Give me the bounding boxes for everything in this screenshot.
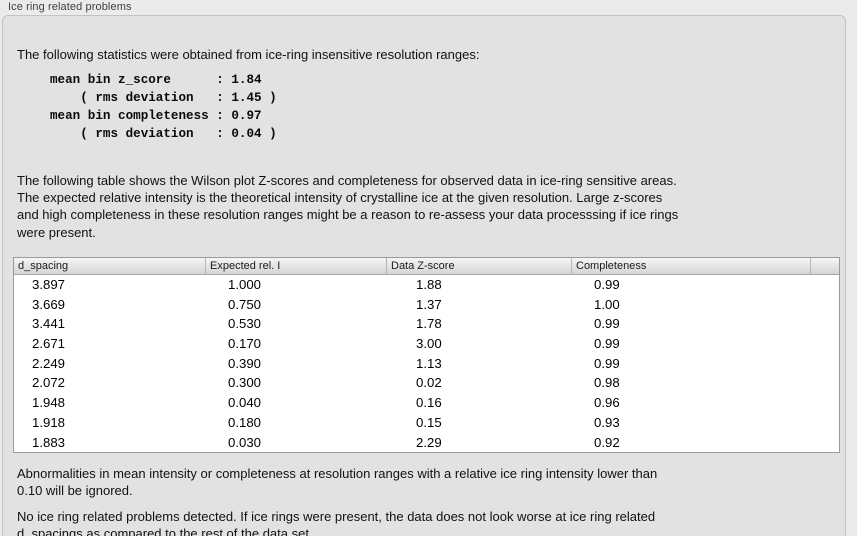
table-cell: 0.16	[416, 395, 442, 411]
table-cell: 1.000	[228, 277, 262, 292]
table-cell: 3.669	[32, 296, 66, 312]
table-cell: 2.671	[32, 336, 66, 352]
table-cell: 0.96	[594, 395, 620, 411]
table-cell: 0.92	[594, 434, 620, 450]
table-cell: 0.99	[594, 277, 620, 292]
table-cell: 1.78	[416, 316, 442, 332]
table-cell: 0.93	[594, 414, 620, 430]
table-row[interactable]: 2.671 0.170 3.00 0.99	[14, 334, 839, 354]
panel-title: Ice ring related problems	[8, 1, 132, 13]
table-cell: 3.00	[416, 336, 442, 352]
table-cell: 0.030	[228, 434, 262, 450]
table-row[interactable]: 2.249 0.390 1.13 0.99	[14, 354, 839, 374]
conclusion-text: No ice ring related problems detected. I…	[17, 509, 656, 536]
table-cell: 1.13	[416, 355, 442, 371]
table-cell: 2.072	[32, 375, 66, 391]
intro-text: The following statistics were obtained f…	[17, 47, 480, 62]
column-header-d-spacing[interactable]: d_spacing	[14, 258, 206, 274]
table-cell: 1.918	[32, 414, 66, 430]
table-cell: 0.390	[228, 355, 262, 371]
table-row[interactable]: 1.948 0.040 0.16 0.96	[14, 393, 839, 413]
table-row[interactable]: 1.883 0.030 2.29 0.92	[14, 433, 839, 453]
table-cell: 3.897	[32, 277, 66, 292]
note-text: Abnormalities in mean intensity or compl…	[17, 466, 658, 499]
table-cell: 3.441	[32, 316, 66, 332]
table-cell: 0.300	[228, 375, 262, 391]
table-cell: 0.99	[594, 336, 620, 352]
description-text: The following table shows the Wilson plo…	[17, 173, 679, 240]
table-cell: 2.249	[32, 355, 66, 371]
table-cell: 0.530	[228, 316, 262, 332]
table-row[interactable]: 3.669 0.750 1.37 1.00	[14, 295, 839, 315]
column-header-filler	[811, 258, 839, 274]
table-row[interactable]: 2.072 0.300 0.02 0.98	[14, 373, 839, 393]
table-header-row: d_spacing Expected rel. I Data Z-score Comp…	[14, 258, 839, 275]
table-cell: 1.883	[32, 434, 66, 450]
table-cell: 0.170	[228, 336, 262, 352]
table-cell: 0.99	[594, 355, 620, 371]
ice-ring-table-body: 3.897 1.000 1.88 0.99 3.669 0.750 1.37 1.00 3.44…	[14, 275, 839, 452]
table-cell: 0.02	[416, 375, 442, 391]
column-header-data-z-score[interactable]: Data Z-score	[387, 258, 572, 274]
table-row[interactable]: 3.441 0.530 1.78 0.99	[14, 314, 839, 334]
table-cell: 0.040	[228, 395, 262, 411]
table-cell: 0.98	[594, 375, 620, 391]
table-cell: 1.00	[594, 296, 620, 312]
table-row[interactable]: 1.918 0.180 0.15 0.93	[14, 413, 839, 433]
table-cell: 0.180	[228, 414, 262, 430]
stats-block: mean bin z_score : 1.84 ( rms deviation …	[50, 73, 277, 141]
table-cell: 2.29	[416, 434, 442, 450]
table-row[interactable]: 3.897 1.000 1.88 0.99	[14, 275, 839, 295]
ice-ring-table[interactable]: d_spacing Expected rel. I Data Z-score Comp…	[13, 257, 840, 453]
table-cell: 0.99	[594, 316, 620, 332]
column-header-completeness[interactable]: Completeness	[572, 258, 811, 274]
table-cell: 0.15	[416, 414, 442, 430]
table-cell: 1.948	[32, 395, 66, 411]
ice-ring-groupbox: The following statistics were obtained f…	[2, 15, 846, 536]
column-header-expected-rel-i[interactable]: Expected rel. I	[206, 258, 387, 274]
table-cell: 1.37	[416, 296, 442, 312]
table-cell: 1.88	[416, 277, 442, 292]
table-cell: 0.750	[228, 296, 262, 312]
